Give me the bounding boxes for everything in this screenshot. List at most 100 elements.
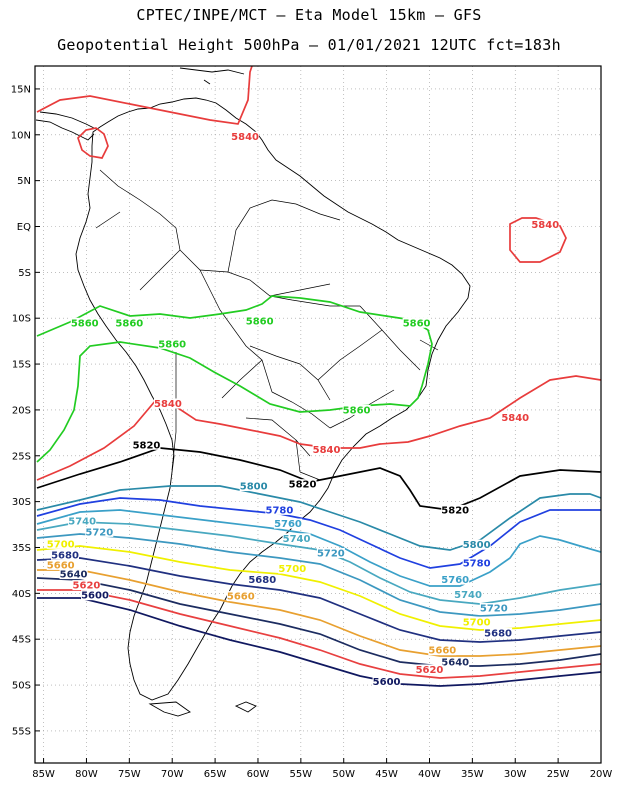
- lon-tick-label: 25W: [547, 769, 570, 780]
- lat-tick-label: EQ: [17, 222, 31, 233]
- lat-tick-label: 50S: [12, 681, 31, 692]
- contour-label-bg: [479, 603, 508, 614]
- contour-label-bg: [153, 398, 182, 409]
- contour-label-bg: [70, 317, 99, 328]
- contour-label-bg: [402, 317, 431, 328]
- contour-label-bg: [46, 559, 75, 570]
- contour-label-5740: 5740: [283, 534, 311, 545]
- contour-label-bg: [85, 526, 114, 537]
- lon-tick-label: 65W: [204, 769, 227, 780]
- contour-label-bg: [454, 589, 483, 600]
- contour-5860-main: [36, 295, 433, 463]
- contour-label-bg: [115, 317, 144, 328]
- contour-label-bg: [68, 515, 97, 526]
- contour-label-5860: 5860: [343, 405, 371, 416]
- contour-label-5720: 5720: [317, 548, 345, 559]
- contour-5720: [36, 533, 601, 617]
- contour-label-bg: [282, 533, 311, 544]
- contour-label-5700: 5700: [463, 617, 491, 628]
- contour-labels: 5840 5840 5840 5840 5840 5860 5860 5860 5860 5860…: [46, 131, 560, 688]
- contour-label-bg: [273, 518, 302, 529]
- contour-label-5600: 5600: [373, 677, 401, 688]
- south-america-coastline: [75, 97, 471, 701]
- lon-tick-label: 40W: [418, 769, 441, 780]
- map-title-line2: Geopotential Height 500hPa – 01/01/2021 …: [57, 36, 561, 54]
- contour-label-5680: 5680: [248, 575, 276, 586]
- contour-label-bg: [415, 664, 444, 675]
- contour-label-5840: 5840: [313, 445, 341, 456]
- contour-label-5860: 5860: [71, 318, 99, 329]
- contour-label-5840: 5840: [154, 399, 182, 410]
- contour-5740: [36, 521, 601, 605]
- lon-tick-label: 20W: [590, 769, 613, 780]
- contour-label-bg: [72, 580, 101, 591]
- lat-tick-label: 5S: [18, 268, 31, 279]
- contour-5700: [36, 545, 601, 631]
- contour-label-bg: [132, 439, 161, 450]
- contour-label-5800: 5800: [463, 540, 491, 551]
- contour-label-bg: [231, 131, 260, 142]
- lat-tick-label: 40S: [12, 589, 31, 600]
- contour-label-bg: [59, 569, 88, 580]
- lat-tick-label: 25S: [12, 451, 31, 462]
- lat-tick-label: 5N: [17, 176, 31, 187]
- contour-label-bg: [265, 504, 294, 515]
- contour-label-bg: [239, 481, 268, 492]
- lat-tick-label: 20S: [12, 405, 31, 416]
- contour-5660: [37, 569, 601, 657]
- contour-label-bg: [342, 404, 371, 415]
- contour-label-5860: 5860: [115, 318, 143, 329]
- map-frame: [34, 65, 602, 764]
- contour-label-bg: [441, 504, 470, 515]
- lat-tick-label: 45S: [12, 635, 31, 646]
- contour-5820: [36, 447, 601, 511]
- contour-5680: [36, 557, 601, 643]
- contour-label-5780: 5780: [265, 505, 293, 516]
- lon-tick-label: 55W: [290, 769, 313, 780]
- contour-label-5760: 5760: [274, 519, 302, 530]
- contour-label-bg: [462, 558, 491, 569]
- contour-label-5840: 5840: [501, 413, 529, 424]
- contour-label-5860: 5860: [246, 316, 274, 327]
- lon-tick-label: 75W: [118, 769, 141, 780]
- contour-label-bg: [462, 539, 491, 550]
- contour-label-5720: 5720: [85, 527, 113, 538]
- contour-label-5700: 5700: [278, 564, 306, 575]
- contour-label-bg: [278, 563, 307, 574]
- contour-label-5660: 5660: [47, 560, 75, 571]
- contour-label-5700: 5700: [47, 539, 75, 550]
- contour-label-5820: 5820: [133, 440, 161, 451]
- contour-label-5840: 5840: [231, 132, 259, 143]
- lon-tick-label: 70W: [161, 769, 184, 780]
- contour-label-bg: [316, 547, 345, 558]
- contour-label-bg: [462, 616, 491, 627]
- contour-label-bg: [158, 338, 187, 349]
- contour-label-bg: [245, 315, 274, 326]
- contour-label-5680: 5680: [484, 628, 512, 639]
- contour-label-5820: 5820: [441, 505, 469, 516]
- contour-label-5640: 5640: [441, 658, 469, 669]
- caribbean-islands: [179, 67, 245, 85]
- lon-tick-label: 85W: [32, 769, 55, 780]
- contour-label-5860: 5860: [158, 339, 186, 350]
- contour-label-5820: 5820: [289, 480, 317, 491]
- contour-label-bg: [501, 412, 530, 423]
- contour-label-bg: [51, 549, 80, 560]
- contour-label-bg: [288, 479, 317, 490]
- lon-tick-label: 50W: [332, 769, 355, 780]
- contour-label-5660: 5660: [428, 646, 456, 657]
- contour-label-5660: 5660: [227, 592, 255, 603]
- lon-tick-label: 80W: [75, 769, 98, 780]
- map-title-line1: CPTEC/INPE/MCT – Eta Model 15km – GFS: [136, 6, 482, 24]
- contour-label-5760: 5760: [441, 575, 469, 586]
- falkland-islands: [234, 701, 257, 713]
- contour-label-bg: [441, 574, 470, 585]
- contour-label-5780: 5780: [463, 559, 491, 570]
- contour-5800: [36, 485, 601, 551]
- contour-label-5740: 5740: [454, 590, 482, 601]
- contour-label-bg: [226, 591, 255, 602]
- central-america-coastline: [35, 111, 95, 141]
- lat-tick-label: 35S: [12, 543, 31, 554]
- contour-label-5740: 5740: [68, 516, 96, 527]
- contour-label-bg: [441, 657, 470, 668]
